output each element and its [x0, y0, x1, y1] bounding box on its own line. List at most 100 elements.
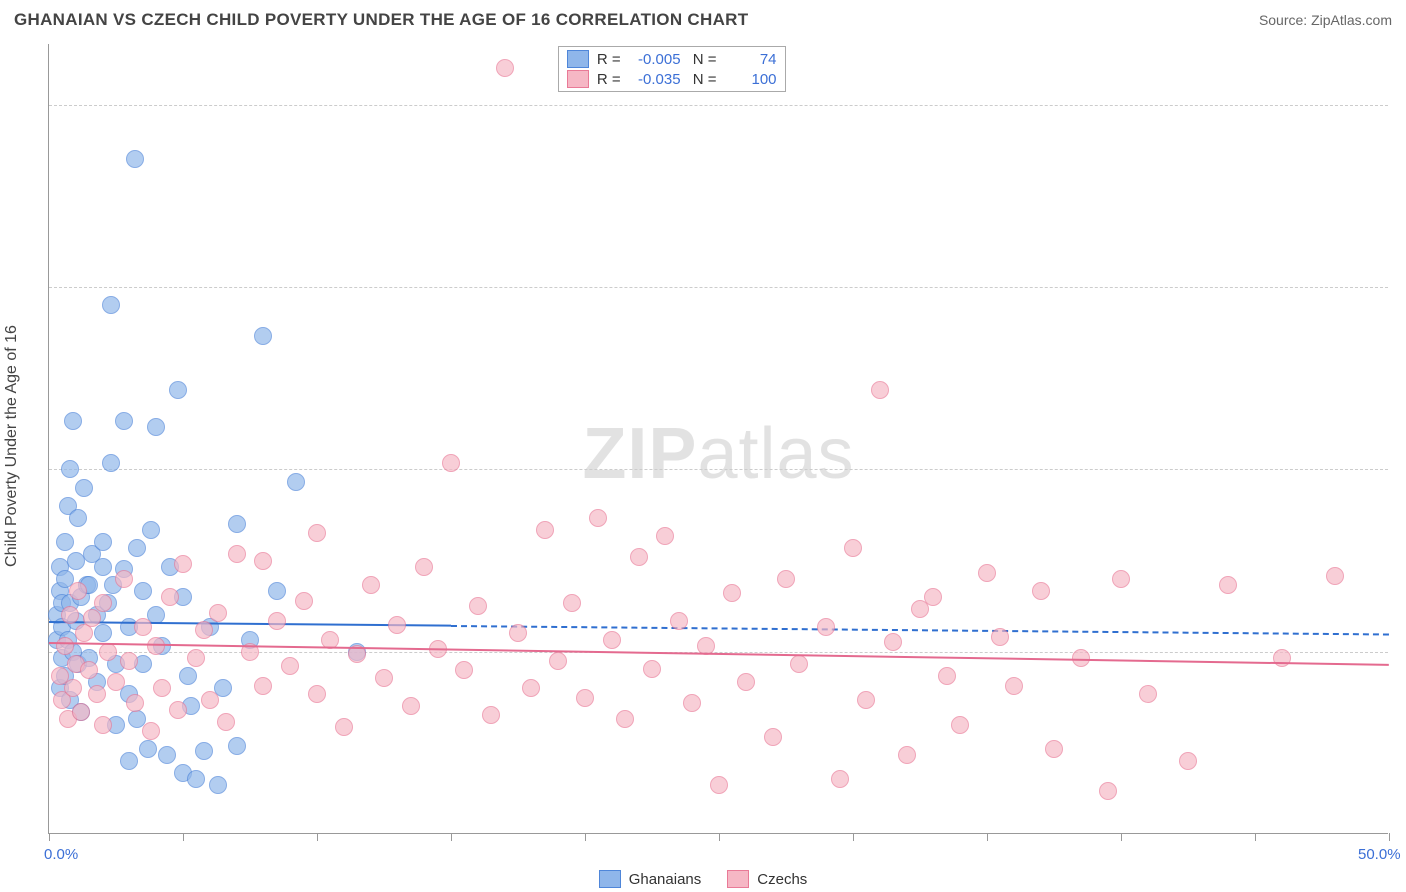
scatter-point-czechs — [589, 509, 607, 527]
scatter-point-ghanaians — [139, 740, 157, 758]
scatter-point-czechs — [871, 381, 889, 399]
scatter-point-czechs — [99, 643, 117, 661]
scatter-point-czechs — [777, 570, 795, 588]
scatter-point-ghanaians — [187, 770, 205, 788]
scatter-point-czechs — [1179, 752, 1197, 770]
x-axis-max-label: 50.0% — [1358, 846, 1401, 863]
scatter-point-czechs — [375, 669, 393, 687]
scatter-point-czechs — [924, 588, 942, 606]
x-tick — [853, 833, 854, 841]
scatter-point-czechs — [616, 710, 634, 728]
stat-n-label: N = — [689, 71, 717, 88]
scatter-point-czechs — [831, 770, 849, 788]
scatter-point-czechs — [94, 716, 112, 734]
scatter-point-czechs — [898, 746, 916, 764]
scatter-point-ghanaians — [169, 381, 187, 399]
x-tick — [987, 833, 988, 841]
scatter-point-ghanaians — [147, 418, 165, 436]
scatter-point-czechs — [1032, 582, 1050, 600]
scatter-point-czechs — [187, 649, 205, 667]
plot-area: ZIPatlas R =-0.005 N =74R =-0.035 N =100… — [48, 44, 1388, 834]
scatter-point-czechs — [643, 660, 661, 678]
scatter-point-czechs — [978, 564, 996, 582]
x-tick — [1255, 833, 1256, 841]
legend-swatch-czechs — [727, 870, 749, 888]
scatter-point-czechs — [64, 679, 82, 697]
legend-item-ghanaians: Ghanaians — [599, 870, 702, 888]
scatter-point-czechs — [536, 521, 554, 539]
scatter-point-czechs — [991, 628, 1009, 646]
stat-r-label: R = — [597, 51, 621, 68]
y-axis-label: Child Poverty Under the Age of 16 — [3, 325, 21, 567]
scatter-point-czechs — [576, 689, 594, 707]
chart-title: GHANAIAN VS CZECH CHILD POVERTY UNDER TH… — [14, 10, 748, 30]
stat-r-value: -0.005 — [629, 51, 681, 68]
scatter-point-czechs — [88, 685, 106, 703]
gridline — [49, 469, 1388, 470]
scatter-point-czechs — [938, 667, 956, 685]
y-tick-label: 45.0% — [1394, 279, 1406, 296]
scatter-point-czechs — [169, 701, 187, 719]
legend-item-czechs: Czechs — [727, 870, 807, 888]
scatter-point-ghanaians — [102, 454, 120, 472]
scatter-point-czechs — [201, 691, 219, 709]
scatter-point-czechs — [790, 655, 808, 673]
scatter-point-czechs — [153, 679, 171, 697]
stat-r-value: -0.035 — [629, 71, 681, 88]
scatter-point-ghanaians — [195, 742, 213, 760]
scatter-point-ghanaians — [115, 412, 133, 430]
scatter-point-czechs — [549, 652, 567, 670]
scatter-point-czechs — [442, 454, 460, 472]
scatter-point-czechs — [126, 694, 144, 712]
scatter-point-ghanaians — [142, 521, 160, 539]
scatter-point-czechs — [115, 570, 133, 588]
scatter-point-czechs — [469, 597, 487, 615]
scatter-point-czechs — [1219, 576, 1237, 594]
scatter-point-czechs — [362, 576, 380, 594]
scatter-point-czechs — [857, 691, 875, 709]
scatter-point-czechs — [56, 637, 74, 655]
scatter-point-czechs — [94, 594, 112, 612]
scatter-point-ghanaians — [287, 473, 305, 491]
scatter-point-ghanaians — [64, 412, 82, 430]
scatter-point-ghanaians — [179, 667, 197, 685]
scatter-point-czechs — [1045, 740, 1063, 758]
y-tick-label: 30.0% — [1394, 461, 1406, 478]
scatter-point-ghanaians — [158, 746, 176, 764]
scatter-point-czechs — [482, 706, 500, 724]
scatter-point-czechs — [522, 679, 540, 697]
scatter-point-ghanaians — [228, 515, 246, 533]
scatter-point-czechs — [1326, 567, 1344, 585]
scatter-point-czechs — [254, 677, 272, 695]
legend-label-czechs: Czechs — [757, 871, 807, 888]
y-tick-label: 60.0% — [1394, 96, 1406, 113]
stat-n-value: 74 — [725, 51, 777, 68]
y-tick-label: 15.0% — [1394, 643, 1406, 660]
scatter-point-czechs — [161, 588, 179, 606]
scatter-point-czechs — [228, 545, 246, 563]
scatter-point-ghanaians — [102, 296, 120, 314]
stats-row-czechs: R =-0.035 N =100 — [563, 69, 781, 89]
scatter-point-ghanaians — [134, 582, 152, 600]
scatter-point-czechs — [268, 612, 286, 630]
watermark-atlas: atlas — [697, 414, 854, 494]
x-tick — [585, 833, 586, 841]
scatter-point-czechs — [69, 582, 87, 600]
scatter-point-ghanaians — [94, 533, 112, 551]
scatter-point-ghanaians — [94, 624, 112, 642]
x-tick — [719, 833, 720, 841]
x-tick — [1389, 833, 1390, 841]
scatter-point-czechs — [1112, 570, 1130, 588]
scatter-point-czechs — [281, 657, 299, 675]
scatter-point-czechs — [670, 612, 688, 630]
scatter-point-czechs — [563, 594, 581, 612]
scatter-point-czechs — [844, 539, 862, 557]
stats-row-ghanaians: R = -0.005 N = 74 — [563, 49, 781, 69]
scatter-point-ghanaians — [120, 752, 138, 770]
scatter-point-czechs — [308, 524, 326, 542]
stat-n-label: N = — [689, 51, 717, 68]
scatter-point-ghanaians — [94, 558, 112, 576]
trend-line-ghanaians-dashed — [451, 625, 1389, 636]
scatter-point-czechs — [630, 548, 648, 566]
gridline — [49, 105, 1388, 106]
